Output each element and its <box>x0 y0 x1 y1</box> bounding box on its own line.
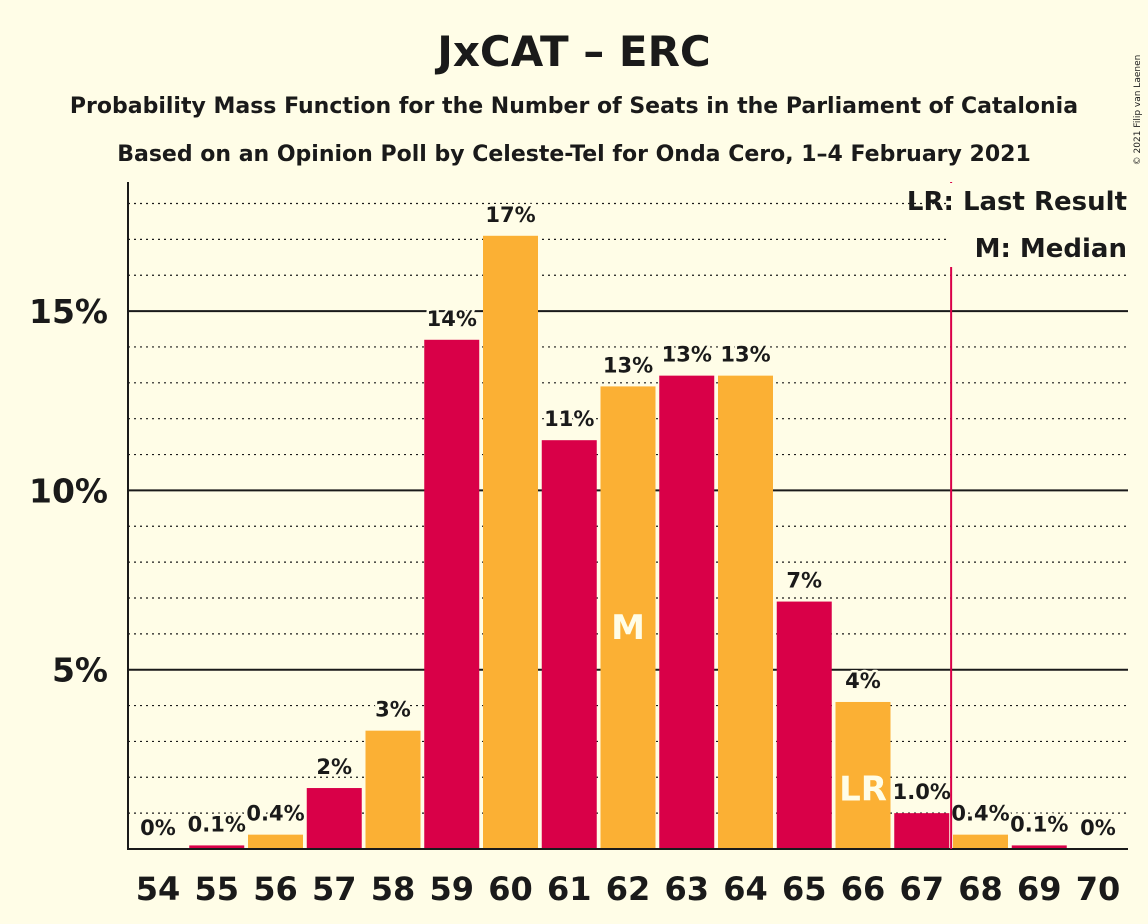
data-label-59: 14% <box>427 307 477 331</box>
data-label-55: 0.1% <box>188 812 246 836</box>
bar-69 <box>1011 845 1067 849</box>
data-label-58: 3% <box>375 698 411 722</box>
x-tick-label-56: 56 <box>253 870 298 908</box>
bar-63 <box>659 375 715 849</box>
bar-64 <box>718 375 773 849</box>
x-tick-label-58: 58 <box>371 870 416 908</box>
data-label-68: 0.4% <box>951 802 1009 826</box>
data-label-57: 2% <box>316 755 352 779</box>
bar-55 <box>189 845 245 849</box>
x-tick-label-57: 57 <box>312 870 357 908</box>
bars <box>189 235 1067 849</box>
y-axis-ticks: 5% 10% 15% <box>29 292 108 690</box>
copyright-text: © 2021 Filip van Laenen <box>1133 55 1143 166</box>
y-tick-label: 15% <box>29 292 108 331</box>
x-tick-label-69: 69 <box>1017 870 1062 908</box>
legend-backdrop <box>948 183 1130 267</box>
data-label-62: 13% <box>603 353 653 377</box>
x-tick-label-63: 63 <box>664 870 709 908</box>
x-tick-label-59: 59 <box>429 870 474 908</box>
x-tick-label-65: 65 <box>782 870 827 908</box>
bar-56 <box>248 834 303 849</box>
legend-last-result: LR: Last Result <box>907 187 1127 217</box>
data-label-67: 1.0% <box>893 780 951 804</box>
data-label-61: 11% <box>544 407 594 431</box>
bar-66 <box>835 701 891 849</box>
x-tick-label-61: 61 <box>547 870 592 908</box>
data-label-65: 7% <box>786 569 822 593</box>
x-axis-ticks: 54 55 56 57 58 59 60 61 62 63 64 65 66 67 68 69 70 <box>136 870 1121 908</box>
bar-58 <box>365 730 421 849</box>
bar-62 <box>600 386 656 849</box>
y-tick-label: 10% <box>29 471 108 510</box>
data-label-54: 0% <box>140 816 176 840</box>
data-labels: 0% 0.1% 0.4%2%3%14%17%11%13% 13% 13%7%4%1.0%… <box>138 200 1119 842</box>
bar-67 <box>894 813 950 849</box>
data-label-63: 13% <box>662 343 712 367</box>
chart-subtitle-2: Based on an Opinion Poll by Celeste-Tel … <box>117 142 1031 167</box>
data-label-69: 0.1% <box>1010 812 1068 836</box>
x-tick-label-64: 64 <box>723 870 768 908</box>
x-tick-label-66: 66 <box>841 870 886 908</box>
data-label-56: 0.4% <box>246 802 304 826</box>
x-tick-label-67: 67 <box>899 870 944 908</box>
bar-59 <box>424 339 480 849</box>
median-marker: M <box>611 608 645 648</box>
y-tick-label: 5% <box>52 651 108 690</box>
bar-markers: M LR <box>611 608 887 810</box>
bar-60 <box>483 235 538 849</box>
bar-65 <box>776 601 832 849</box>
bar-57 <box>306 788 362 849</box>
data-label-70: 0% <box>1080 816 1116 840</box>
bar-61 <box>541 440 597 849</box>
chart-title: JxCAT – ERC <box>434 27 711 76</box>
data-label-60: 17% <box>485 203 535 227</box>
bar-68 <box>953 834 1008 849</box>
chart-subtitle-1: Probability Mass Function for the Number… <box>70 94 1078 119</box>
last-result-marker: LR <box>839 770 887 810</box>
data-label-64: 13% <box>720 343 770 367</box>
data-label-66: 4% <box>845 669 881 693</box>
x-tick-label-68: 68 <box>958 870 1003 908</box>
x-tick-label-55: 55 <box>194 870 239 908</box>
x-tick-label-60: 60 <box>488 870 533 908</box>
x-tick-label-54: 54 <box>136 870 181 908</box>
legend-median: M: Median <box>975 234 1127 264</box>
x-tick-label-70: 70 <box>1076 870 1121 908</box>
x-tick-label-62: 62 <box>606 870 651 908</box>
